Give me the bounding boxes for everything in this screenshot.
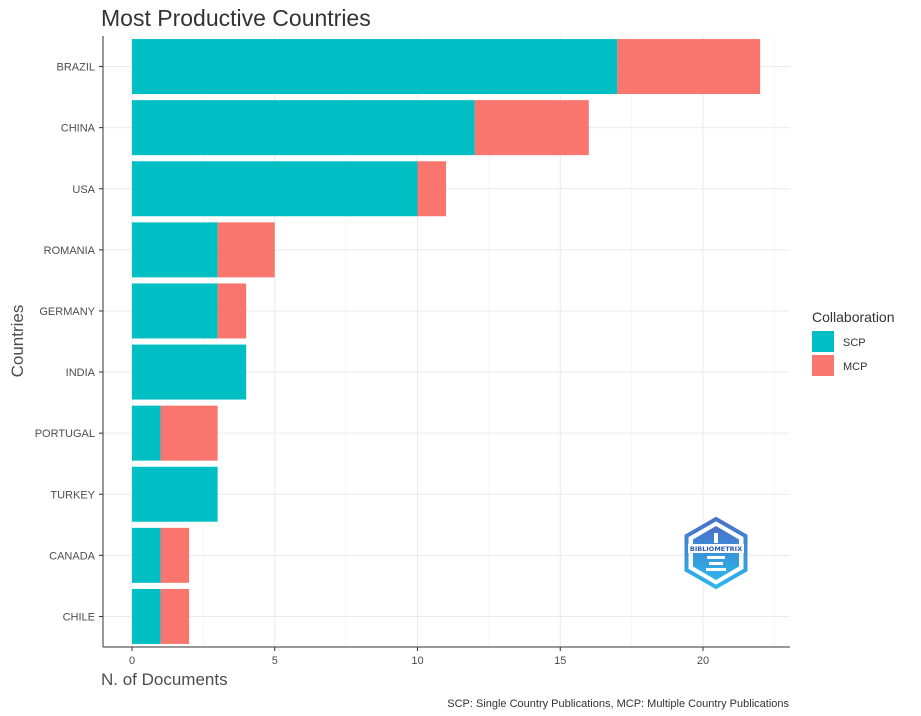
x-tick-label: 15: [554, 655, 566, 667]
y-tick-label: CHILE: [63, 611, 95, 623]
bar-mcp-china: [474, 100, 589, 156]
y-tick-label: CHINA: [61, 123, 96, 135]
legend-title: Collaboration: [812, 309, 895, 325]
bar-scp-turkey: [132, 466, 218, 522]
bar-mcp-romania: [217, 222, 275, 278]
legend: Collaboration SCP MCP: [812, 309, 895, 376]
x-tick-label: 10: [411, 655, 423, 667]
bar-scp-germany: [132, 283, 218, 339]
y-tick-label: TURKEY: [50, 489, 95, 501]
legend-swatch-scp: [812, 331, 834, 352]
bar-scp-brazil: [132, 39, 618, 95]
bar-mcp-chile: [160, 588, 190, 644]
y-tick-label: USA: [72, 184, 95, 196]
bar-mcp-usa: [417, 161, 447, 217]
y-tick-label: GERMANY: [39, 306, 95, 318]
x-tick-label: 5: [272, 655, 278, 667]
axes: [102, 36, 790, 648]
bar-scp-romania: [132, 222, 218, 278]
bar-mcp-portugal: [160, 405, 218, 461]
y-tick-label: INDIA: [66, 367, 96, 379]
y-tick-label: PORTUGAL: [35, 428, 95, 440]
y-tick-label: BRAZIL: [56, 62, 95, 74]
x-axis-title: N. of Documents: [101, 670, 228, 689]
bar-scp-chile: [132, 588, 161, 644]
bar-scp-china: [132, 100, 475, 156]
logo-text: BIBLIOMETRIX: [690, 545, 742, 553]
bar-scp-portugal: [132, 405, 161, 461]
chart-title: Most Productive Countries: [101, 5, 371, 31]
legend-label-mcp: MCP: [843, 361, 867, 373]
bar-scp-india: [132, 344, 247, 400]
bar-mcp-brazil: [617, 39, 761, 95]
bibliometrix-logo-icon: BIBLIOMETRIX: [684, 516, 748, 590]
x-tick-label: 0: [129, 655, 135, 667]
caption: SCP: Single Country Publications, MCP: M…: [447, 698, 789, 710]
bars: [132, 39, 761, 644]
bar-mcp-germany: [217, 283, 247, 339]
y-tick-label: ROMANIA: [44, 245, 96, 257]
bar-mcp-canada: [160, 527, 190, 583]
legend-label-scp: SCP: [843, 337, 866, 349]
x-ticks: 0 5 10 15 20: [129, 647, 709, 667]
y-tick-label: CANADA: [49, 550, 96, 562]
y-ticks: BRAZIL CHINA USA ROMANIA GERMANY INDIA PORTUGA…: [35, 62, 103, 623]
x-tick-label: 20: [697, 655, 709, 667]
bar-scp-canada: [132, 527, 161, 583]
legend-swatch-mcp: [812, 355, 834, 376]
bar-scp-usa: [132, 161, 418, 217]
y-axis-title: Countries: [8, 305, 27, 378]
